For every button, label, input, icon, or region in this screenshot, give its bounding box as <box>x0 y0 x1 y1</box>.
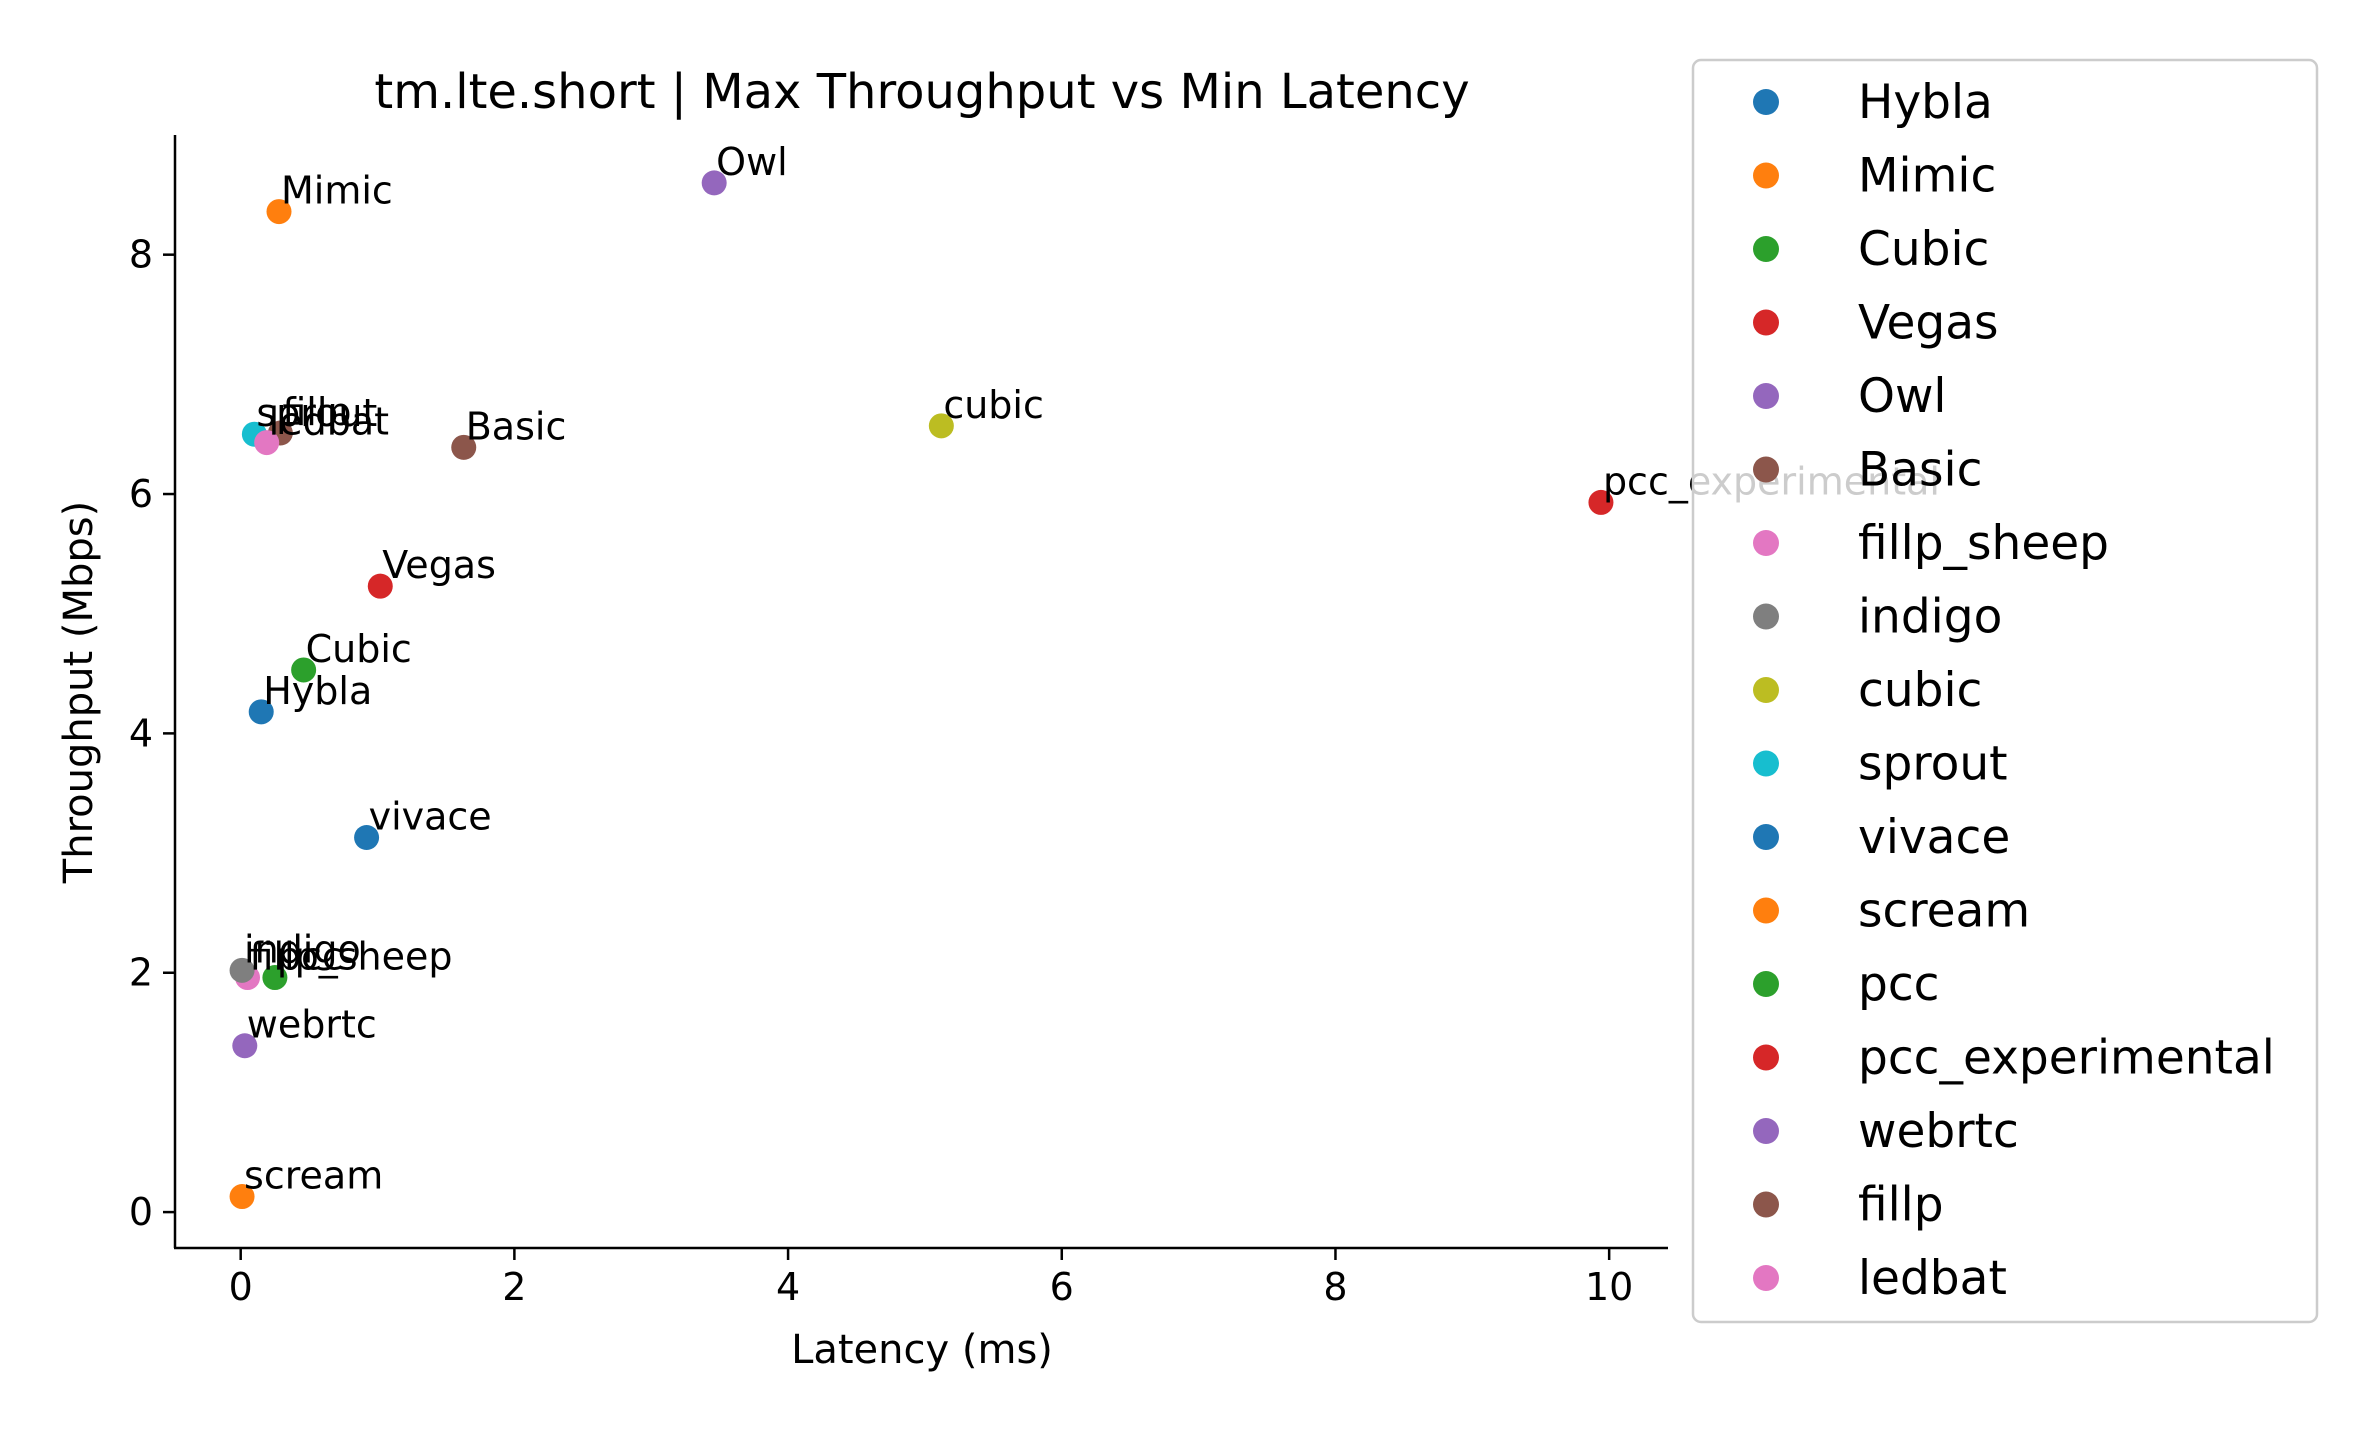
legend-entry: Cubic <box>1858 222 1989 277</box>
legend-entry: ledbat <box>1858 1251 2007 1306</box>
point-label-Vegas: Vegas <box>382 543 496 587</box>
point-cubic <box>928 413 954 439</box>
point-label-vivace: vivace <box>369 795 492 839</box>
legend-marker <box>1753 750 1779 777</box>
y-tick-label: 6 <box>129 472 153 516</box>
legend-entry: pcc <box>1858 957 1940 1012</box>
legend-marker <box>1753 897 1779 924</box>
point-label-scream: scream <box>244 1154 383 1198</box>
point-Vegas <box>367 573 393 599</box>
y-tick-label: 0 <box>129 1190 153 1234</box>
legend-marker <box>1753 383 1779 409</box>
data-points <box>229 170 1614 1210</box>
legend-entry: Basic <box>1858 443 1982 498</box>
point-label-pcc: pcc <box>277 935 343 979</box>
legend-entry: pcc_experimental <box>1858 1031 2275 1086</box>
point-label-sprout: sprout <box>256 391 377 435</box>
legend-marker <box>1753 162 1779 189</box>
x-tick-label: 0 <box>229 1265 253 1309</box>
point-Cubic <box>291 657 317 683</box>
legend-frame <box>1691 58 2319 1324</box>
x-tick-label: 6 <box>1050 1265 1074 1309</box>
x-tick-label: 8 <box>1323 1265 1347 1309</box>
legend-marker <box>1753 603 1779 630</box>
point-scream <box>229 1184 255 1210</box>
point-pcc-experimental <box>1588 489 1614 515</box>
point-ledbat <box>254 430 280 456</box>
legend-entry: Mimic <box>1858 149 1996 204</box>
point-label-Owl: Owl <box>716 140 788 184</box>
legend-entry: fillp_sheep <box>1858 516 2109 571</box>
point-label-indigo: indigo <box>244 927 361 971</box>
point-Mimic <box>266 199 292 225</box>
legend: Hybla Mimic Cubic Vegas Owl Basic fillp_sheepi… <box>1691 58 2319 1324</box>
legend-marker <box>1753 530 1779 556</box>
legend-entry: webrtc <box>1858 1104 2019 1159</box>
legend-marker <box>1753 824 1779 850</box>
legend-entry: indigo <box>1858 590 2002 645</box>
legend-marker <box>1753 456 1779 483</box>
legend-entry: scream <box>1858 884 2030 939</box>
chart-title: tm.lte.short | Max Throughput vs Min Lat… <box>374 64 1469 120</box>
point-label-webrtc: webrtc <box>247 1003 377 1047</box>
point-label-Basic: Basic <box>466 404 567 448</box>
point-label-Cubic: Cubic <box>306 627 412 671</box>
legend-marker <box>1753 89 1779 115</box>
x-tick-label: 4 <box>776 1265 800 1309</box>
legend-marker <box>1753 1191 1779 1218</box>
legend-entry: Owl <box>1858 369 1947 424</box>
y-tick-label: 4 <box>129 711 153 755</box>
point-vivace <box>354 825 380 851</box>
point-pcc <box>262 965 288 991</box>
x-tick-label: 2 <box>502 1265 526 1309</box>
legend-marker <box>1753 309 1779 336</box>
point-indigo <box>229 957 255 983</box>
point-webrtc <box>232 1033 258 1059</box>
legend-entry: cubic <box>1858 663 1982 718</box>
legend-entry: vivace <box>1858 810 2010 865</box>
point-Basic <box>451 434 477 460</box>
point-label-fillp-sheep: fillp_sheep <box>250 935 453 979</box>
point-label-fillp: fillp <box>282 390 351 434</box>
legend-entry: Hybla <box>1858 75 1993 130</box>
point-label-cubic: cubic <box>943 383 1044 427</box>
point-label-Mimic: Mimic <box>281 169 393 213</box>
point-label-Hybla: Hybla <box>263 669 372 713</box>
point-Hybla <box>248 699 274 725</box>
y-axis-label: Throughput (Mbps) <box>56 501 102 884</box>
y-tick-label: 2 <box>129 951 153 995</box>
legend-entry: Vegas <box>1858 296 1999 351</box>
point-label-ledbat: ledbat <box>269 400 389 444</box>
point-Owl <box>701 170 727 196</box>
legend-marker <box>1753 236 1779 262</box>
axis-ticks: 0 2 4 6 8 10 0 2 4 6 8 <box>129 233 1634 1309</box>
x-tick-label: 10 <box>1585 1265 1633 1309</box>
y-tick-label: 8 <box>129 233 153 277</box>
legend-marker <box>1753 1044 1779 1071</box>
x-axis-label: Latency (ms) <box>791 1327 1053 1373</box>
legend-marker <box>1753 1118 1779 1144</box>
legend-marker <box>1753 971 1779 997</box>
legend-marker <box>1753 677 1779 703</box>
legend-marker <box>1753 1265 1779 1291</box>
legend-entry: sprout <box>1858 737 2008 792</box>
legend-entry: fillp <box>1858 1178 1944 1233</box>
